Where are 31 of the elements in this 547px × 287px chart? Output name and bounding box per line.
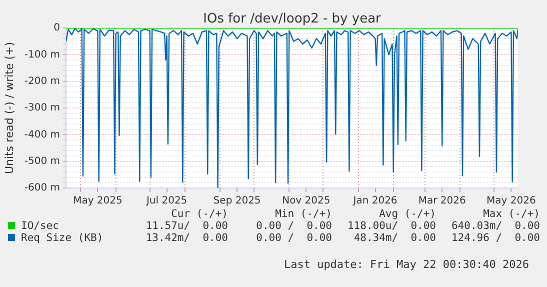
text: 118.00u/ 0.00 [346, 220, 436, 232]
y-tick-label: -400 m [24, 129, 60, 140]
y-tick-label: -100 m [24, 49, 60, 60]
text: 13.42m/ 0.00 [144, 232, 228, 244]
text: 0.00 / 0.00 [255, 232, 332, 244]
text: Cur (-/+) [170, 208, 228, 220]
x-tick-label: May 2026 [486, 196, 536, 207]
text: 0.00 / 0.00 [255, 220, 332, 232]
text: Avg (-/+) [378, 208, 436, 220]
text: Last update: Fri May 22 00:30:40 2026 [284, 258, 529, 271]
x-tick-label: Jul 2025 [145, 196, 188, 207]
y-tick-label: -500 m [24, 156, 60, 167]
y-tick-label: -300 m [24, 102, 60, 114]
chart-title: IOs for /dev/loop2 - by year [203, 11, 382, 26]
x-tick-label: Jan 2026 [352, 196, 398, 207]
x-tick-label: May 2025 [73, 196, 122, 207]
legend-label: Req Size (KB) [20, 232, 104, 244]
text: Min (-/+) [274, 208, 332, 220]
y-tick-label: 0 [54, 22, 60, 34]
x-tick-label: Sep 2025 [213, 196, 261, 207]
y-tick-label: -200 m [24, 76, 60, 87]
x-tick-label: Nov 2025 [282, 196, 330, 207]
y-tick-label: -600 m [24, 182, 60, 194]
text: 11.57u/ 0.00 [144, 220, 228, 232]
x-tick-label: Mar 2026 [418, 196, 466, 207]
text: Max (-/+) [482, 208, 540, 220]
y-axis-title: Units read (-) / write (+) [2, 42, 16, 174]
text: 124.96 / 0.00 [450, 232, 540, 244]
legend-label: IO/sec [20, 220, 60, 232]
text: 640.03m/ 0.00 [450, 220, 540, 232]
text: 48.34m/ 0.00 [352, 232, 436, 244]
